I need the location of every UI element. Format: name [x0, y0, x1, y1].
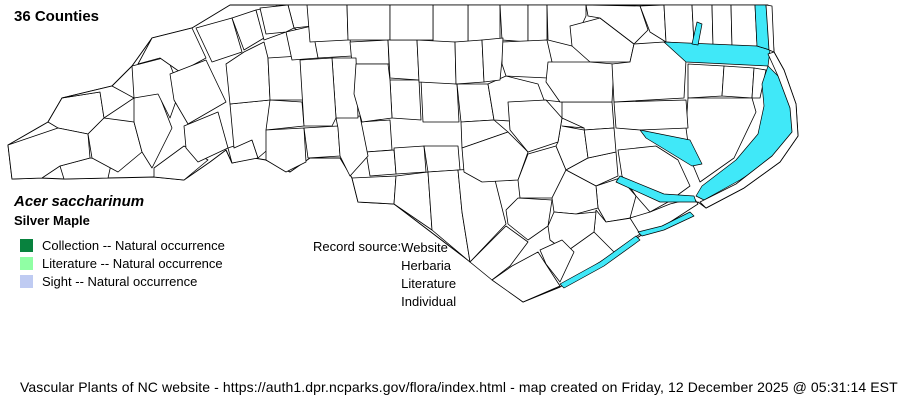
county-blank	[365, 149, 397, 177]
county-blank	[751, 67, 767, 99]
county-blank	[351, 175, 397, 205]
county-collection	[730, 4, 758, 48]
species-block: Acer saccharinum Silver Maple	[14, 193, 144, 229]
water-bodies	[559, 4, 795, 289]
county-blank	[61, 85, 135, 119]
legend-label: Collection -- Natural occurrence	[42, 237, 225, 253]
county-blank	[561, 125, 617, 159]
county-sight	[389, 4, 434, 41]
coastal-waterway	[559, 235, 641, 289]
county-collection	[387, 39, 420, 81]
county-blank	[420, 79, 460, 123]
county-blank	[505, 197, 553, 241]
county-blank	[456, 83, 495, 123]
outer-banks	[699, 51, 799, 209]
record-source-label: Record source:	[313, 239, 402, 254]
county-blank	[469, 225, 529, 281]
county-blank	[423, 145, 461, 173]
county-sight	[481, 37, 504, 83]
county-blank	[711, 4, 733, 48]
county-blank	[389, 79, 422, 121]
bogue-sound	[637, 211, 695, 237]
legend-label: Sight -- Natural occurrence	[42, 273, 198, 289]
county-blank	[467, 4, 501, 43]
county-collection	[183, 111, 229, 163]
county-literature	[353, 63, 393, 123]
legend-label: Literature -- Natural occurrence	[42, 255, 223, 271]
county-blank	[393, 171, 433, 231]
county-collection	[265, 127, 307, 173]
county-sight	[585, 4, 649, 45]
county-blank	[687, 63, 725, 99]
pamlico-river	[639, 129, 703, 167]
collection-counties	[7, 4, 758, 213]
currituck-banks	[765, 4, 775, 53]
record-source-value: Herbaria	[401, 258, 452, 273]
county-collection	[7, 127, 91, 180]
county-blank	[527, 4, 548, 43]
record-source-value: Individual	[401, 294, 457, 309]
legend-row-literature: Literature -- Natural occurrence	[20, 254, 225, 272]
legend-row-sight: Sight -- Natural occurrence	[20, 272, 225, 290]
county-blank	[501, 39, 553, 79]
county-collection	[195, 17, 243, 63]
record-source-block: Record source: Website Herbaria Literatu…	[313, 239, 456, 311]
county-blank	[721, 65, 755, 99]
neuse-river	[615, 175, 697, 203]
footer-attribution: Vascular Plants of NC website - https://…	[20, 379, 898, 395]
albemarle-sound	[663, 41, 771, 67]
record-source-value: Website	[401, 240, 448, 255]
county-blank	[685, 97, 757, 183]
legend-row-collection: Collection -- Natural occurrence	[20, 236, 225, 254]
scientific-name: Acer saccharinum	[14, 193, 145, 210]
county-sight	[507, 99, 563, 153]
county-blank	[265, 99, 305, 131]
record-source-value: Literature	[401, 276, 457, 291]
county-collection	[169, 59, 227, 125]
chowan-river	[691, 21, 703, 46]
county-count-title: 36 Counties	[14, 8, 100, 25]
legend: Collection -- Natural occurrence Literat…	[20, 236, 225, 290]
record-source-values: Website Herbaria Literature Individual	[401, 239, 456, 311]
county-collection	[545, 61, 615, 103]
county-collection	[259, 4, 295, 35]
literature-swatch	[20, 256, 33, 270]
collection-swatch	[20, 238, 33, 252]
county-blank	[663, 4, 695, 45]
county-collection	[267, 55, 305, 101]
sight-swatch	[20, 274, 33, 288]
county-collection	[303, 125, 341, 159]
county-blank	[613, 99, 689, 131]
county-blank	[393, 145, 427, 175]
county-collection	[306, 4, 349, 43]
county-collection	[416, 39, 457, 85]
county-collection	[432, 4, 469, 43]
sight-counties	[299, 4, 649, 153]
county-sight	[299, 57, 337, 127]
county-collection	[346, 4, 391, 41]
county-blank	[499, 4, 529, 43]
county-blank	[491, 251, 561, 303]
county-blank	[539, 239, 575, 283]
common-name: Silver Maple	[14, 212, 90, 228]
county-collection	[454, 39, 485, 85]
